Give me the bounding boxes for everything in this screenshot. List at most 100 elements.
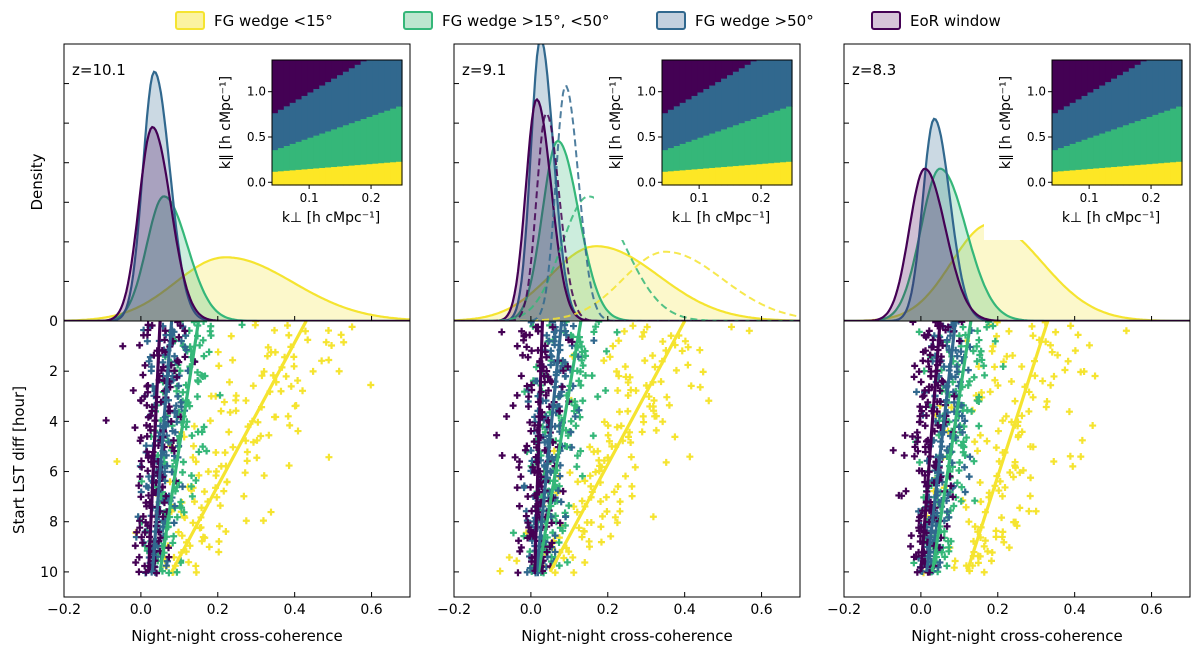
scatter-point: [516, 547, 524, 555]
scatter-point: [528, 347, 536, 355]
scatter-point: [977, 498, 985, 506]
scatter-point: [603, 508, 611, 516]
scatter-point: [165, 553, 173, 561]
scatter-point: [936, 559, 944, 567]
inset-cell: [319, 167, 326, 186]
inset-cell: [1158, 60, 1165, 113]
kde-fill: [844, 168, 1190, 321]
inset-cell: [283, 145, 291, 171]
scatter-point: [1027, 474, 1035, 482]
scatter-point: [993, 332, 1001, 340]
inset-cell: [786, 60, 793, 107]
scatter-point: [567, 428, 575, 436]
scatter-point: [546, 543, 554, 551]
inset-cell: [738, 60, 746, 69]
scatter-point: [579, 362, 587, 370]
scatter-point: [992, 533, 1000, 541]
scatter-point: [301, 327, 309, 335]
trend-line: [537, 321, 583, 573]
scatter-point: [643, 323, 651, 331]
scatter-point: [212, 472, 220, 480]
inset-cell: [272, 171, 279, 186]
scatter-point: [617, 422, 625, 430]
scatter-point: [1046, 341, 1054, 349]
scatter-point: [622, 472, 630, 480]
panel-z9-1: −0.2 0.0 0.2 0.4 0.6 Night-night cross-cohere…: [437, 43, 801, 645]
kde-line: [454, 97, 800, 321]
scatter-point: [962, 434, 970, 442]
scatter-point: [173, 357, 181, 365]
inset-cell: [697, 60, 704, 93]
scatter-point: [943, 508, 951, 516]
scatter-point: [193, 393, 201, 401]
inset-cell: [1158, 162, 1165, 186]
inset-cell: [691, 168, 699, 186]
scatter-point: [568, 443, 576, 451]
inset-cell: [1170, 60, 1177, 109]
scatter-point: [143, 432, 151, 440]
scatter-point: [212, 448, 220, 456]
inset-cell: [295, 141, 303, 170]
inset-cell: [337, 165, 344, 186]
scatter-point: [299, 387, 307, 395]
scatter-point: [621, 363, 629, 371]
inset-cell: [342, 165, 350, 186]
scatter-point: [994, 427, 1002, 435]
scatter-point: [521, 446, 529, 454]
inset-cell: [390, 108, 397, 163]
scatter-point: [525, 523, 533, 531]
scatter-point: [526, 564, 534, 572]
scatter-point: [1013, 522, 1021, 530]
inset-cell: [786, 161, 793, 186]
inset-cell: [1087, 91, 1094, 138]
inset-cell: [378, 112, 385, 164]
scatter-point: [187, 482, 195, 490]
inset-cell: [709, 167, 716, 186]
scatter-point: [242, 397, 250, 405]
scatter-point: [955, 337, 963, 345]
scatter-point: [624, 391, 632, 399]
inset-cell: [721, 128, 728, 168]
scatter-point: [991, 363, 999, 371]
inset-cell: [727, 60, 734, 76]
scatter-point: [509, 402, 517, 410]
scatter-point: [267, 508, 275, 516]
scatter-point: [1078, 436, 1086, 444]
scatter-point: [161, 327, 169, 335]
xtick-label: 0.2: [987, 602, 1009, 618]
scatter-point: [572, 422, 580, 430]
scatter-point: [930, 332, 938, 340]
scatter-point: [603, 347, 611, 355]
xtick-label: 0.6: [1140, 602, 1162, 618]
scatter-point: [627, 453, 635, 461]
scatter-point: [337, 331, 345, 339]
scatter-point: [1031, 372, 1039, 380]
scatter-point: [520, 484, 528, 492]
scatter-point: [909, 321, 917, 326]
scatter-point: [587, 518, 595, 526]
scatter-point: [962, 503, 970, 511]
scatter-point: [977, 347, 985, 355]
inset-cell: [1164, 110, 1171, 163]
scatter-point: [188, 492, 196, 500]
scatter-point: [162, 451, 170, 459]
scatter-point: [556, 519, 564, 527]
legend-item-eor: EoR window: [871, 11, 1001, 30]
scatter-point: [602, 387, 610, 395]
inset-cell: [1099, 60, 1106, 86]
inset-cell: [1087, 60, 1094, 93]
scatter-point: [1052, 328, 1060, 336]
inset-cell: [667, 147, 675, 172]
kde-fill: [454, 99, 800, 321]
scatter-point: [284, 321, 292, 329]
scatter-point: [189, 453, 197, 461]
scatter-point: [1018, 412, 1026, 420]
scatter-point: [190, 498, 198, 506]
inset-cell: [1093, 60, 1100, 90]
legend-label-fg-lt15: FG wedge <15°: [214, 12, 333, 30]
scatter-point: [551, 569, 559, 577]
scatter-point: [939, 342, 947, 350]
legend-item-fg-gt50: FG wedge >50°: [656, 11, 814, 30]
inset-cell: [289, 102, 297, 144]
xtick-label: 0.4: [674, 602, 696, 618]
